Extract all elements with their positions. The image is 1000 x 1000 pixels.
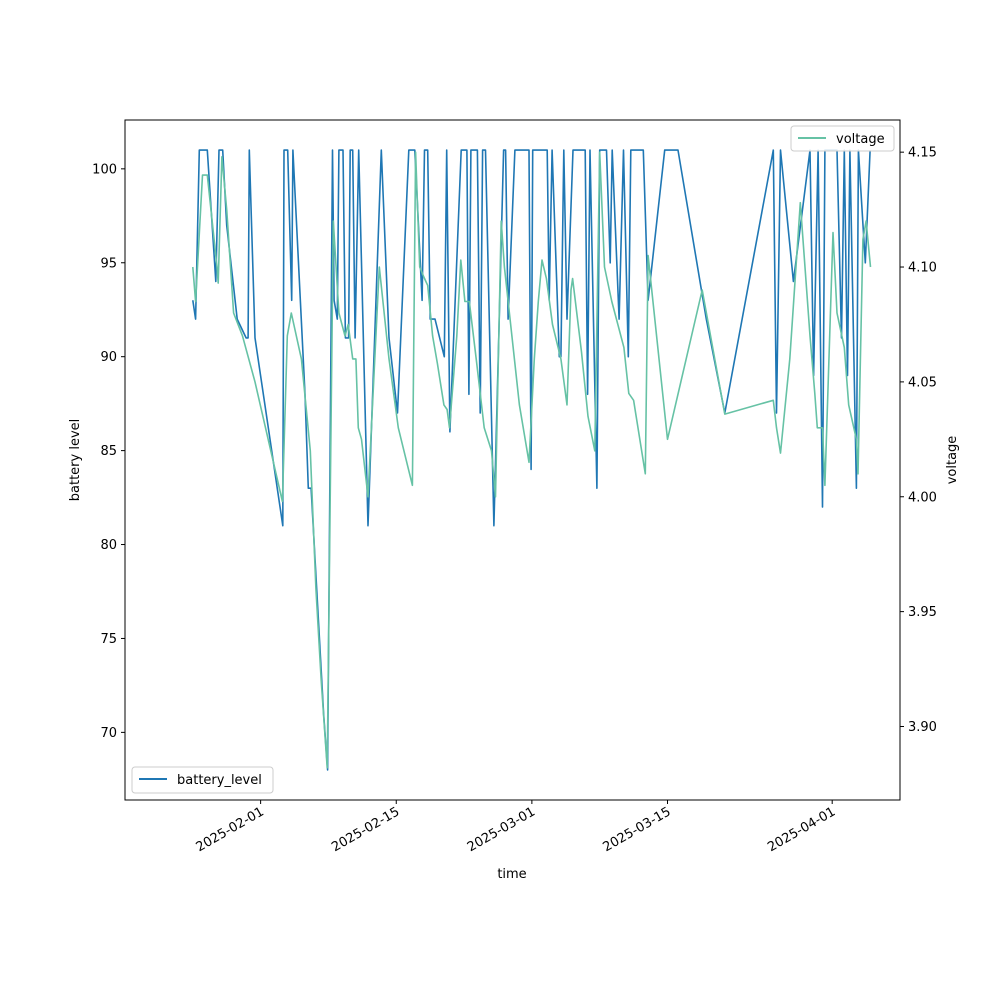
- left-y-tick-label: 95: [100, 256, 117, 271]
- left-y-axis-label: battery level: [68, 419, 83, 502]
- legend-battery-level-label: battery_level: [177, 773, 262, 788]
- left-y-axis-ticks: 70 75 80 85 90 95 100: [92, 162, 125, 741]
- right-y-tick-label: 3.90: [908, 720, 937, 735]
- legend-voltage: voltage: [790, 125, 895, 152]
- left-y-tick-label: 100: [92, 162, 117, 177]
- right-y-tick-label: 4.15: [908, 146, 937, 161]
- right-y-tick-label: 4.05: [908, 375, 937, 390]
- right-y-tick-label: 4.00: [908, 490, 937, 505]
- series-line-voltage: [192, 151, 872, 769]
- right-y-axis-ticks: 3.90 3.95 4.00 4.05 4.10 4.15: [900, 146, 937, 735]
- left-y-tick-label: 70: [100, 726, 117, 741]
- legend-voltage-box: [790, 125, 895, 152]
- right-y-axis-label: voltage: [945, 436, 960, 485]
- legend-voltage-label: voltage: [836, 132, 885, 147]
- legend-battery-level: battery_level: [131, 766, 274, 794]
- left-y-tick-label: 80: [100, 538, 117, 553]
- right-y-tick-label: 4.10: [908, 261, 937, 276]
- plot-frame: [124, 119, 901, 801]
- plot-lines: [192, 149, 872, 771]
- legend-battery-level-box: [131, 766, 274, 794]
- x-axis-label: time: [497, 867, 526, 882]
- right-y-tick-label: 3.95: [908, 605, 937, 620]
- left-y-tick-label: 85: [100, 444, 117, 459]
- left-y-tick-label: 75: [100, 632, 117, 647]
- left-y-tick-label: 90: [100, 350, 117, 365]
